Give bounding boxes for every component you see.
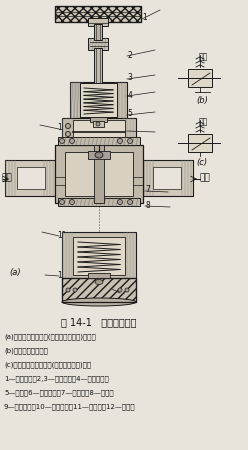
- Ellipse shape: [118, 139, 123, 144]
- Bar: [188, 69, 212, 87]
- Bar: [55, 6, 141, 22]
- Text: 6: 6: [127, 126, 132, 135]
- Text: 11: 11: [57, 230, 67, 239]
- Bar: [88, 38, 108, 50]
- Ellipse shape: [69, 199, 74, 204]
- Text: 9—复位弹簧；10—进气阀口；11—排气孔；12—溢流孔: 9—复位弹簧；10—进气阀口；11—排气孔；12—溢流孔: [4, 404, 136, 410]
- Ellipse shape: [127, 199, 132, 204]
- Text: (b): (b): [196, 95, 208, 104]
- Bar: [88, 273, 110, 278]
- Bar: [88, 18, 108, 26]
- Ellipse shape: [125, 288, 129, 292]
- Bar: [73, 237, 125, 275]
- Text: (b)溢流减压阀符号；: (b)溢流减压阀符号；: [4, 348, 48, 354]
- Bar: [58, 137, 140, 145]
- Bar: [62, 118, 136, 140]
- Bar: [90, 117, 107, 122]
- Ellipse shape: [118, 199, 123, 204]
- Bar: [58, 198, 140, 206]
- Bar: [143, 160, 193, 196]
- Bar: [153, 167, 181, 189]
- Bar: [94, 24, 102, 40]
- Ellipse shape: [127, 139, 132, 144]
- Bar: [62, 278, 136, 302]
- Text: 4: 4: [127, 90, 132, 99]
- Ellipse shape: [65, 123, 70, 129]
- Bar: [70, 82, 127, 120]
- Text: 5—膜片；6—膜片气室；7—阻尼管；8—阀芯；: 5—膜片；6—膜片气室；7—阻尼管；8—阀芯；: [4, 390, 114, 396]
- Bar: [73, 120, 125, 138]
- Text: (a): (a): [9, 267, 21, 276]
- Text: 3: 3: [127, 73, 132, 82]
- Bar: [62, 232, 136, 280]
- Text: 12: 12: [57, 123, 67, 132]
- Ellipse shape: [62, 298, 136, 306]
- Text: 输入: 输入: [2, 174, 13, 183]
- Bar: [188, 134, 212, 152]
- Text: 2: 2: [128, 50, 132, 59]
- Text: 输出: 输出: [200, 174, 211, 183]
- Text: 8: 8: [146, 201, 150, 210]
- Ellipse shape: [96, 122, 100, 126]
- Text: (c): (c): [196, 158, 208, 167]
- Bar: [93, 121, 104, 127]
- Ellipse shape: [60, 139, 64, 144]
- Bar: [55, 6, 141, 22]
- Ellipse shape: [69, 139, 74, 144]
- Ellipse shape: [95, 279, 103, 284]
- Text: (c)不带溢流阀的减压阀(即普通减压阀)符号: (c)不带溢流阀的减压阀(即普通减压阀)符号: [4, 362, 91, 368]
- Text: 图 14-1   直动式减压阀: 图 14-1 直动式减压阀: [61, 317, 137, 327]
- Text: 5: 5: [127, 109, 132, 118]
- Bar: [62, 278, 136, 302]
- Ellipse shape: [95, 152, 103, 158]
- Ellipse shape: [60, 199, 64, 204]
- Bar: [94, 145, 104, 203]
- Bar: [65, 152, 133, 196]
- Text: (a)带溢流阀的减压阀(简称溢流减压阀)结构；: (a)带溢流阀的减压阀(简称溢流减压阀)结构；: [4, 334, 96, 340]
- Text: 符号: 符号: [198, 53, 208, 62]
- Bar: [94, 48, 102, 85]
- Bar: [80, 83, 117, 117]
- Text: 7: 7: [146, 185, 151, 194]
- Ellipse shape: [118, 288, 122, 292]
- Ellipse shape: [65, 131, 70, 136]
- Ellipse shape: [73, 288, 77, 292]
- Ellipse shape: [66, 288, 70, 292]
- Bar: [55, 145, 143, 203]
- Bar: [88, 151, 110, 159]
- Bar: [17, 167, 45, 189]
- Text: 9: 9: [113, 284, 118, 292]
- Text: 符号: 符号: [198, 117, 208, 126]
- Text: 1: 1: [143, 14, 147, 22]
- Text: 10: 10: [57, 270, 67, 279]
- Text: 1—调节旋鈕；2,3—调压弹簧；4—溢流阀座；: 1—调节旋鈕；2,3—调压弹簧；4—溢流阀座；: [4, 376, 109, 382]
- Bar: [5, 160, 55, 196]
